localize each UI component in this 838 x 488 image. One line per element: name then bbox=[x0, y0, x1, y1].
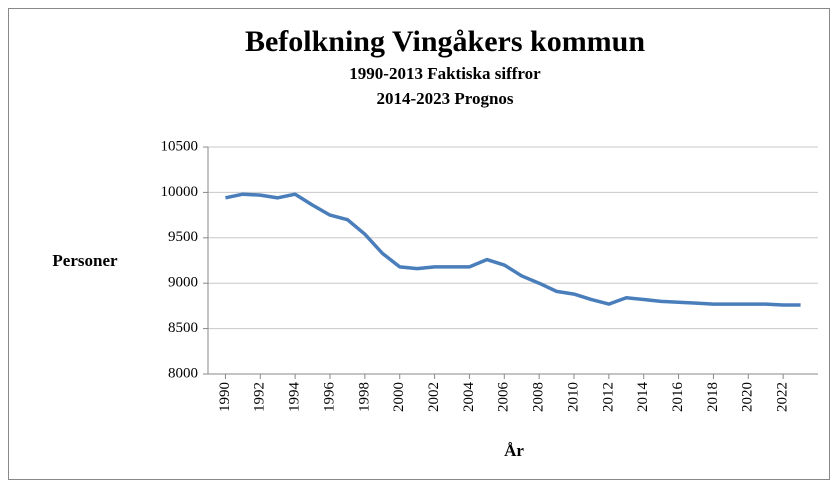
x-axis-title: År bbox=[504, 441, 524, 460]
x-tick-label: 2020 bbox=[740, 382, 756, 412]
y-tick-label: 10000 bbox=[161, 184, 199, 200]
x-tick-label: 2006 bbox=[496, 382, 512, 413]
x-tick-label: 2000 bbox=[391, 382, 407, 412]
x-tick-label: 1990 bbox=[217, 382, 233, 412]
x-tick-label: 1996 bbox=[321, 382, 337, 413]
line-series bbox=[225, 192, 801, 307]
y-tick-label: 8500 bbox=[168, 320, 198, 336]
x-tick-label: 2014 bbox=[635, 382, 651, 413]
y-tick-label: 9500 bbox=[168, 229, 198, 245]
y-tick-label: 9000 bbox=[168, 275, 198, 291]
x-tick-label: 2004 bbox=[461, 382, 477, 413]
x-tick-label: 2002 bbox=[426, 382, 442, 412]
x-tick-label: 2018 bbox=[705, 382, 721, 412]
chart-title: Befolkning Vingåkers kommun bbox=[245, 25, 645, 58]
x-tick-label: 2010 bbox=[565, 382, 581, 412]
chart-frame bbox=[8, 8, 830, 480]
x-tick-label: 2008 bbox=[531, 382, 547, 412]
x-tick-label: 1998 bbox=[356, 382, 372, 412]
x-tick-label: 2016 bbox=[670, 382, 686, 413]
chart-subtitle: 1990-2013 Faktiska siffror bbox=[349, 64, 541, 83]
y-tick-label: 8000 bbox=[168, 365, 198, 381]
x-tick-label: 1992 bbox=[252, 382, 268, 412]
x-tick-label: 2012 bbox=[600, 382, 616, 412]
x-tick-label: 2022 bbox=[775, 382, 791, 412]
x-tick-label: 1994 bbox=[287, 382, 303, 413]
y-axis-title: Personer bbox=[52, 251, 118, 270]
chart-subtitle: 2014-2023 Prognos bbox=[376, 89, 513, 108]
y-tick-label: 10500 bbox=[161, 138, 199, 154]
